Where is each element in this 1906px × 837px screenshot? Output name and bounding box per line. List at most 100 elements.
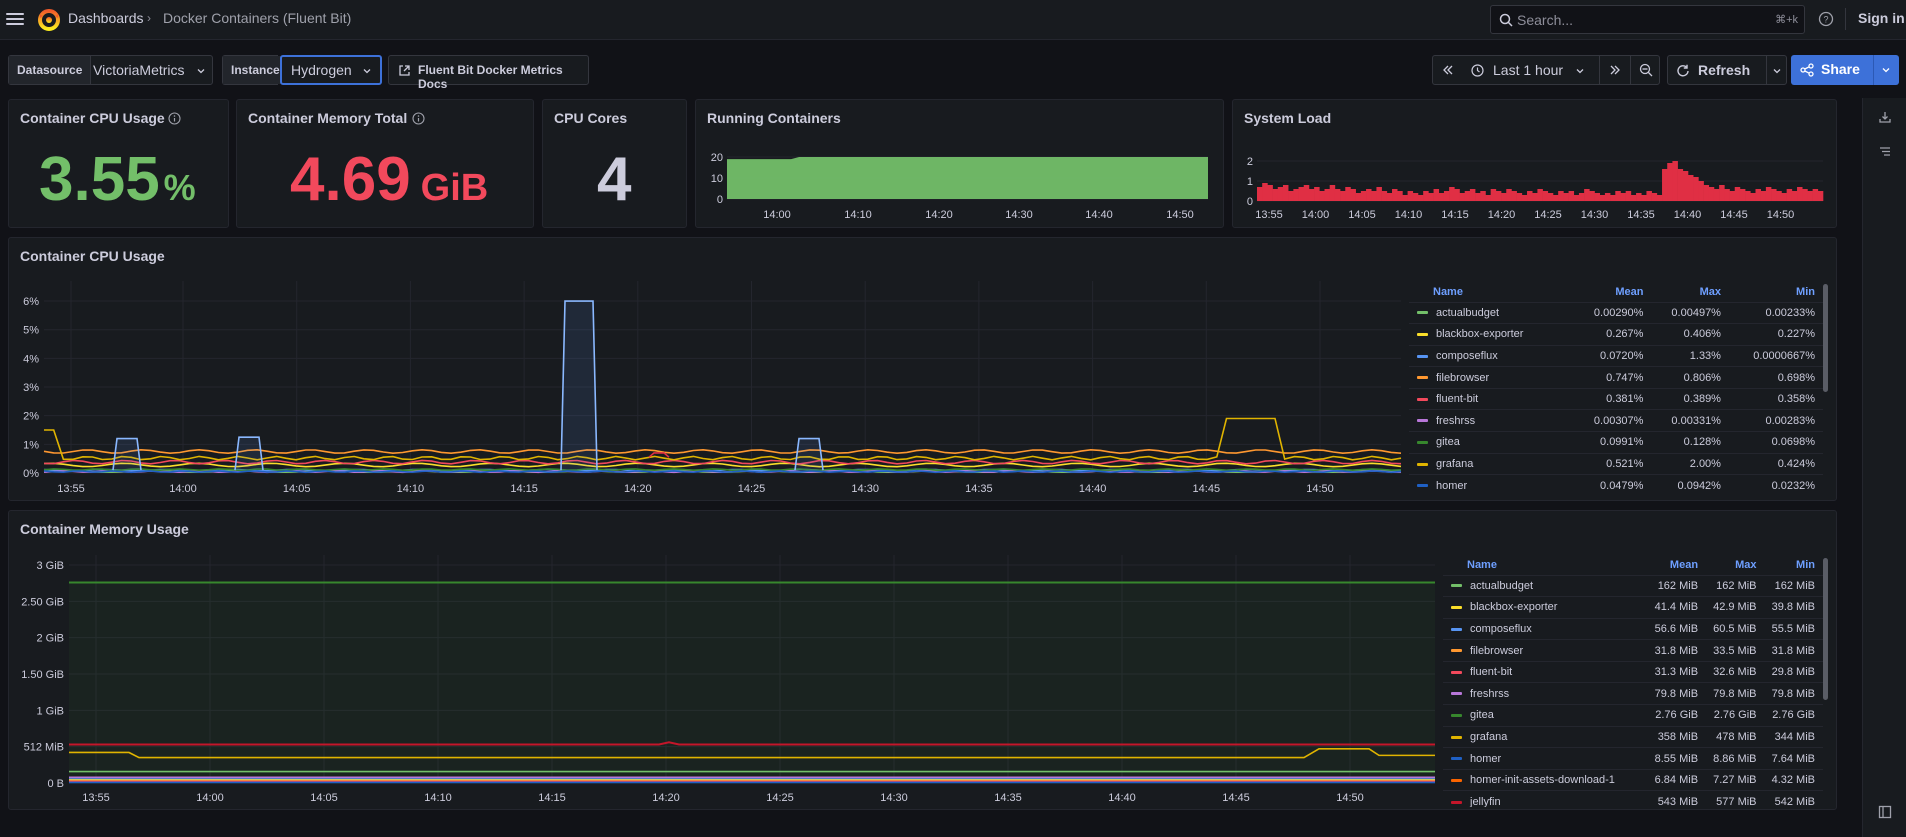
series-max: 7.27 MiB xyxy=(1706,768,1765,791)
grafana-logo-icon[interactable] xyxy=(36,6,62,32)
series-name[interactable]: filebrowser xyxy=(1470,644,1524,657)
search-input[interactable]: Search... ⌘+k xyxy=(1490,5,1805,34)
time-shift-forward-button[interactable] xyxy=(1599,55,1631,85)
load-bar xyxy=(1724,189,1730,201)
legend-header-name[interactable]: Name xyxy=(1467,558,1497,571)
load-bar xyxy=(1636,193,1642,201)
load-bar xyxy=(1542,191,1549,201)
legend-row[interactable]: homer-init-assets-download-1 6.84 MiB 7.27… xyxy=(1443,768,1823,791)
load-bar xyxy=(1376,187,1382,201)
legend-row[interactable]: composeflux 56.6 MiB 60.5 MiB 55.5 MiB xyxy=(1443,617,1823,640)
series-name[interactable]: grafana xyxy=(1470,730,1508,743)
sign-in-link[interactable]: Sign in xyxy=(1858,10,1905,26)
legend-header-name[interactable]: Name xyxy=(1433,285,1463,298)
info-icon[interactable] xyxy=(168,112,181,125)
legend-row[interactable]: composeflux 0.0720% 1.33% 0.0000667% xyxy=(1409,344,1823,367)
series-name[interactable]: blackbox-exporter xyxy=(1470,601,1558,614)
series-name[interactable]: homer xyxy=(1436,479,1468,492)
datasource-label: Datasource xyxy=(9,56,92,84)
legend-header-max[interactable]: Max xyxy=(1699,285,1721,298)
legend-row[interactable]: jellyfin 543 MiB 577 MiB 542 MiB xyxy=(1443,790,1823,807)
refresh-interval-dropdown[interactable] xyxy=(1766,55,1787,85)
series-name[interactable]: fluent-bit xyxy=(1470,666,1513,679)
load-bar xyxy=(1334,189,1341,201)
series-name[interactable]: gitea xyxy=(1436,436,1460,449)
legend-header-max[interactable]: Max xyxy=(1735,558,1757,571)
instance-picker[interactable]: Hydrogen xyxy=(280,55,382,85)
legend-row[interactable]: blackbox-exporter 41.4 MiB 42.9 MiB 39.8 Mi… xyxy=(1443,596,1823,619)
series-name[interactable]: actualbudget xyxy=(1436,306,1499,319)
series-name[interactable]: actualbudget xyxy=(1470,579,1533,592)
info-icon[interactable] xyxy=(412,112,425,125)
load-bar xyxy=(1615,191,1621,201)
legend-row[interactable]: grafana 0.521% 2.00% 0.424% xyxy=(1409,452,1823,475)
legend-row[interactable]: filebrowser 31.8 MiB 33.5 MiB 31.8 MiB xyxy=(1443,639,1823,662)
instance-value[interactable]: Hydrogen xyxy=(291,62,352,78)
docs-link-button[interactable]: Fluent Bit Docker Metrics Docs xyxy=(388,55,589,91)
series-name[interactable]: grafana xyxy=(1436,457,1474,470)
x-tick-label: 14:00 xyxy=(1302,209,1330,221)
refresh-label: Refresh xyxy=(1698,62,1751,78)
legend-row[interactable]: blackbox-exporter 0.267% 0.406% 0.227% xyxy=(1409,323,1823,346)
legend-scrollbar[interactable] xyxy=(1823,284,1828,392)
load-bar xyxy=(1329,185,1336,201)
series-name[interactable]: jellyfin xyxy=(1470,795,1501,807)
legend-row[interactable]: filebrowser 0.747% 0.806% 0.698% xyxy=(1409,366,1823,389)
y-tick-label: 0 xyxy=(717,194,723,206)
load-bar xyxy=(1516,193,1523,201)
memory-usage-chart: 0 B 512 MiB 1 GiB 1.50 GiB 2 GiB 2.50 GiB 3 Gi… xyxy=(21,555,1435,804)
series-name[interactable]: freshrss xyxy=(1470,687,1510,700)
legend-header-min[interactable]: Min xyxy=(1796,558,1815,571)
x-tick-label: 14:20 xyxy=(624,483,652,495)
series-name[interactable]: homer-init-assets-download-1 xyxy=(1470,774,1615,787)
load-bar xyxy=(1288,191,1294,201)
legend-table: Name Mean Max Min actualbudget 162 MiB 162 MiB… xyxy=(1443,555,1823,807)
legend-row[interactable]: grafana 358 MiB 478 MiB 344 MiB xyxy=(1443,725,1823,748)
load-bar xyxy=(1412,193,1419,201)
legend-header-mean[interactable]: Mean xyxy=(1669,558,1699,571)
series-name[interactable]: freshrss xyxy=(1436,414,1476,427)
dock-sidebar-icon[interactable] xyxy=(1878,805,1892,819)
refresh-button[interactable]: Refresh xyxy=(1667,55,1767,85)
legend-row[interactable]: gitea 2.76 GiB 2.76 GiB 2.76 GiB xyxy=(1443,704,1823,727)
outline-icon[interactable] xyxy=(1878,145,1892,159)
series-name[interactable]: composeflux xyxy=(1436,349,1498,362)
legend-row[interactable]: actualbudget 0.00290% 0.00497% 0.00233% xyxy=(1409,301,1823,324)
x-tick-label: 14:30 xyxy=(880,792,908,804)
legend-scrollbar[interactable] xyxy=(1823,558,1828,700)
legend-row[interactable]: freshrss 0.00307% 0.00331% 0.00283% xyxy=(1409,409,1823,432)
legend-row[interactable]: homer 0.0479% 0.0942% 0.0232% xyxy=(1409,474,1823,497)
chevron-down-icon[interactable] xyxy=(1881,65,1891,75)
series-name[interactable]: composeflux xyxy=(1470,622,1532,635)
legend-header-mean[interactable]: Mean xyxy=(1615,285,1644,298)
legend-row[interactable]: fluent-bit 31.3 MiB 32.6 MiB 29.8 MiB xyxy=(1443,660,1823,683)
x-tick-label: 14:30 xyxy=(851,483,879,495)
legend-row[interactable]: actualbudget 162 MiB 162 MiB 162 MiB xyxy=(1443,574,1823,597)
series-name[interactable]: filebrowser xyxy=(1436,371,1490,384)
series-name[interactable]: homer xyxy=(1470,752,1502,765)
help-icon[interactable]: ? xyxy=(1818,11,1834,27)
load-bar xyxy=(1589,191,1595,201)
series-max: 0.806% xyxy=(1651,366,1729,389)
add-panel-icon[interactable] xyxy=(1878,110,1892,124)
load-bar xyxy=(1584,189,1590,201)
share-button[interactable]: Share xyxy=(1791,55,1899,85)
series-name[interactable]: gitea xyxy=(1470,709,1494,722)
x-tick-label: 14:50 xyxy=(1306,483,1334,495)
menu-icon[interactable] xyxy=(6,10,24,28)
legend-row[interactable]: fluent-bit 0.381% 0.389% 0.358% xyxy=(1409,387,1823,410)
series-name[interactable]: fluent-bit xyxy=(1436,393,1479,406)
legend-header-min[interactable]: Min xyxy=(1796,285,1815,298)
time-shift-back-button[interactable] xyxy=(1432,55,1464,85)
load-bar xyxy=(1262,183,1268,201)
breadcrumb-dashboards[interactable]: Dashboards xyxy=(68,10,144,26)
datasource-value[interactable]: VictoriaMetrics xyxy=(93,62,185,78)
datasource-picker[interactable]: Datasource VictoriaMetrics xyxy=(8,55,213,85)
legend-row[interactable]: homer 8.55 MiB 8.86 MiB 7.64 MiB xyxy=(1443,747,1823,770)
legend-row[interactable]: gitea 0.0991% 0.128% 0.0698% xyxy=(1409,431,1823,454)
legend-row[interactable]: freshrss 79.8 MiB 79.8 MiB 79.8 MiB xyxy=(1443,682,1823,705)
load-bar xyxy=(1646,191,1652,201)
series-name[interactable]: blackbox-exporter xyxy=(1436,328,1524,341)
time-range-picker[interactable]: Last 1 hour xyxy=(1463,55,1600,85)
zoom-out-button[interactable] xyxy=(1630,55,1660,85)
